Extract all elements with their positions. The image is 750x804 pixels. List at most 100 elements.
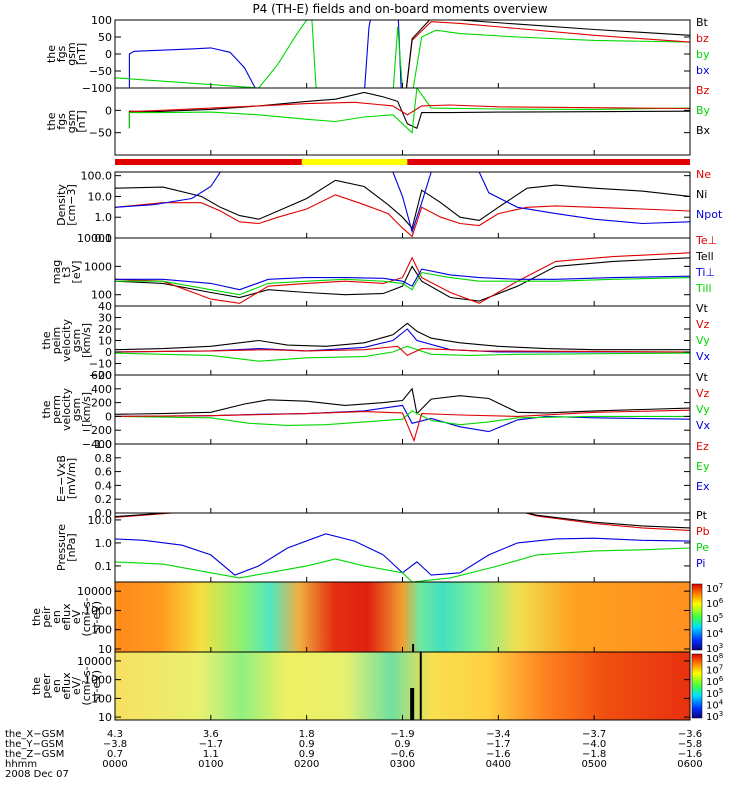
series-ne-line bbox=[115, 194, 690, 238]
footer-value: −1.6 bbox=[678, 749, 702, 760]
series-vt-line bbox=[115, 322, 690, 351]
y-tick-label: 30 bbox=[98, 312, 112, 325]
y-tick-label: −200 bbox=[82, 424, 112, 437]
footer-value: −1.6 bbox=[486, 749, 510, 760]
y-axis-label: thefgsgsm[nT] bbox=[45, 110, 88, 133]
series-bz-line bbox=[405, 21, 690, 88]
legend: Bz By Bx bbox=[696, 84, 711, 137]
y-tick-label: 0.0 bbox=[95, 507, 113, 520]
series-ni-line bbox=[115, 179, 690, 230]
legend-ex: Ex bbox=[696, 480, 710, 493]
series-vz-line bbox=[115, 345, 690, 357]
legend-by: By bbox=[696, 104, 711, 117]
y-tick-label: 0 bbox=[105, 346, 112, 359]
legend-vy: Vy bbox=[696, 403, 710, 416]
y-tick-label: 1000 bbox=[84, 604, 112, 617]
y-tick-label: 1.0 bbox=[95, 438, 113, 451]
y-tick-label: 10 bbox=[98, 643, 112, 656]
legend-te: Te⊥ bbox=[695, 234, 717, 247]
colorbar-tick-label: 106 bbox=[706, 597, 724, 610]
colorbar-tick-label: 103 bbox=[706, 710, 723, 723]
footer-value: 0300 bbox=[390, 759, 415, 770]
mode-bar-segment bbox=[115, 159, 302, 165]
panel-density: 100.0 10.0 1.0 0.1 Density[cm−3] Ne Ni Npot bbox=[55, 168, 723, 245]
footer-value: 0600 bbox=[677, 759, 702, 770]
series-by-line bbox=[115, 20, 690, 88]
y-axis-label: thepeirenefluxeV(cm²-s-sr-eV) bbox=[30, 597, 103, 636]
footer-date: 2008 Dec 07 bbox=[5, 769, 69, 780]
legend-ni: Ni bbox=[696, 188, 707, 201]
y-tick-label: −400 bbox=[82, 438, 112, 451]
footer-value: −0.6 bbox=[390, 749, 414, 760]
y-tick-label: 10000 bbox=[77, 585, 112, 598]
series-bx-line bbox=[128, 20, 402, 88]
y-tick-label: 100 bbox=[91, 624, 112, 637]
y-axis-label: magt3[eV] bbox=[50, 260, 83, 284]
series-bt-line bbox=[405, 20, 690, 88]
y-tick-label: 10000 bbox=[77, 232, 112, 245]
legend: Vt Vz Vy Vx bbox=[696, 302, 711, 363]
series-group bbox=[128, 88, 690, 134]
y-tick-label: 0.2 bbox=[95, 493, 113, 506]
legend-vx: Vx bbox=[696, 419, 711, 432]
legend-pe: Pe bbox=[696, 541, 709, 554]
mode-bar bbox=[115, 159, 690, 165]
legend-vy: Vy bbox=[696, 334, 710, 347]
series-group bbox=[115, 252, 690, 304]
legend-pt: Pt bbox=[696, 509, 708, 522]
footer-row-label: the_X−GSM bbox=[5, 729, 64, 740]
y-tick-label: 400 bbox=[91, 383, 112, 396]
y-axis-label: Pressure[nPa] bbox=[55, 524, 78, 571]
y-axis-label: thepeimvelocitygsm[km/s] bbox=[40, 319, 93, 362]
panel-temperature: 10000 1000 100 magt3[eV] Te⊥ Tell Ti⊥ Till bbox=[50, 232, 717, 307]
legend-vz: Vz bbox=[696, 318, 710, 331]
y-tick-label: 0.1 bbox=[95, 560, 113, 573]
footer-value: −1.8 bbox=[582, 749, 606, 760]
y-tick-label: 600 bbox=[91, 369, 112, 382]
footer-value: −1.7 bbox=[199, 739, 223, 750]
footer-value: −1.9 bbox=[390, 729, 414, 740]
y-tick-label: 10000 bbox=[77, 655, 112, 668]
y-tick-label: 1.0 bbox=[95, 537, 113, 550]
footer-value: −5.8 bbox=[678, 739, 702, 750]
y-tick-label: 100 bbox=[91, 289, 112, 302]
legend-bz: bz bbox=[696, 32, 709, 45]
colorbar-tick-label: 107 bbox=[706, 582, 723, 595]
series-ti-line bbox=[115, 268, 690, 291]
y-tick-label: −50 bbox=[89, 65, 112, 78]
y-tick-label: 0.4 bbox=[95, 479, 113, 492]
y-tick-label: 0 bbox=[105, 104, 112, 117]
legend: Te⊥ Tell Ti⊥ Till bbox=[695, 234, 717, 295]
footer-value: −3.4 bbox=[486, 729, 510, 740]
data-gap-block bbox=[410, 688, 415, 720]
series-group bbox=[115, 387, 690, 443]
legend: Vt Vz Vy Vx bbox=[696, 371, 711, 432]
y-tick-label: 0.6 bbox=[95, 466, 113, 479]
panel-pressure: 10.0 1.0 0.1 Pressure[nPa] Pt Pb Pe Pi bbox=[55, 509, 710, 583]
chart-title: P4 (TH-E) fields and on-board moments ov… bbox=[252, 2, 547, 16]
footer-value: 0500 bbox=[581, 759, 606, 770]
series-bz-line bbox=[129, 101, 690, 116]
y-tick-label: 100 bbox=[91, 692, 112, 705]
legend-vx: Vx bbox=[696, 350, 711, 363]
series-group bbox=[115, 322, 690, 362]
series-by-line bbox=[128, 88, 690, 134]
panel-fgs-1: 100 50 0 −50 −100 thefgsgsm[nT] Bt bz by bx bbox=[45, 14, 710, 95]
legend-ey: Ey bbox=[696, 460, 710, 473]
y-tick-label: 50 bbox=[98, 31, 112, 44]
series-pi-line bbox=[115, 533, 690, 576]
panel-frame bbox=[114, 443, 691, 514]
spectrogram-fill bbox=[115, 652, 690, 720]
y-tick-label: 0 bbox=[105, 48, 112, 61]
footer-value: 0.9 bbox=[395, 739, 411, 750]
legend: Ne Ni Npot bbox=[696, 168, 723, 221]
footer-value: 3.6 bbox=[203, 729, 219, 740]
colorbar-gradient bbox=[691, 653, 703, 719]
legend-npot: Npot bbox=[696, 208, 723, 221]
spectrogram-fill bbox=[115, 582, 690, 652]
y-axis-label: thepermvelocitygsm[km/s] bbox=[40, 388, 93, 431]
